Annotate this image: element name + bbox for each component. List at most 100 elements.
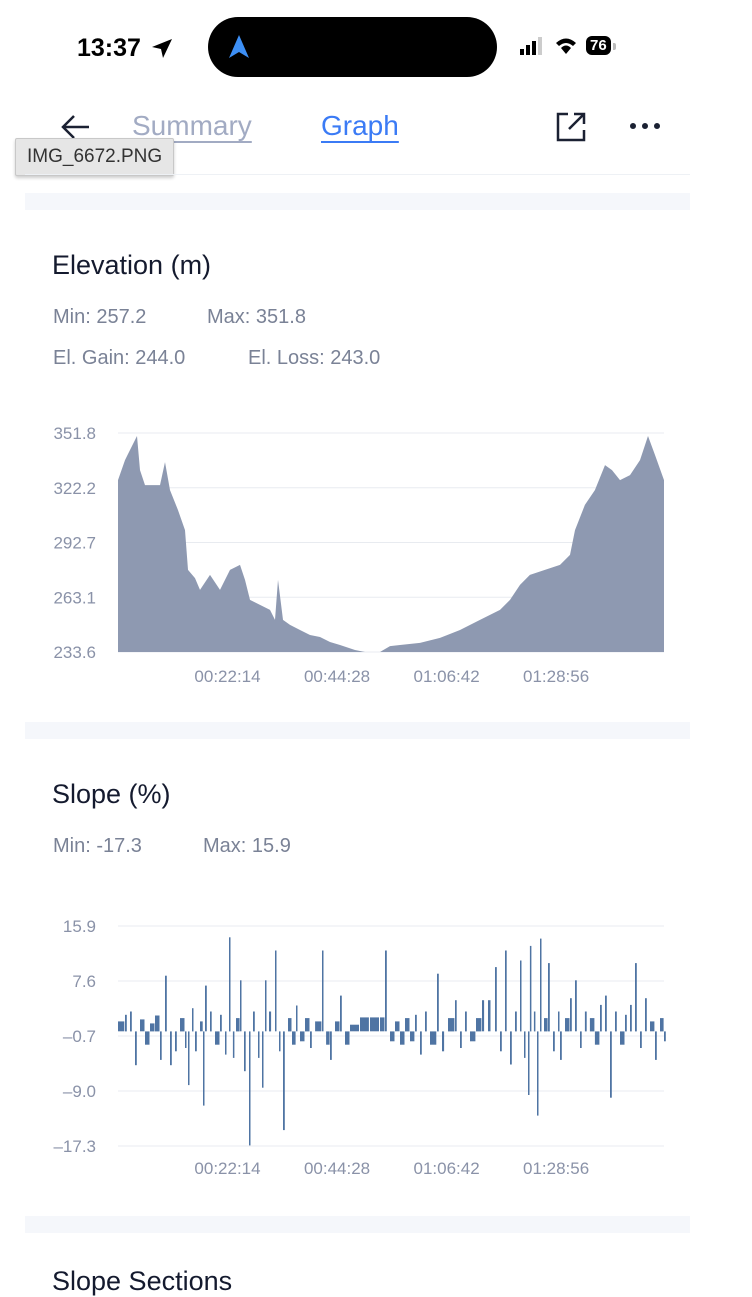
slope-bar — [515, 1011, 517, 1032]
slope-bar — [340, 995, 342, 1032]
wifi-icon — [556, 38, 576, 54]
slope-bar — [232, 1031, 235, 1058]
y-tick-label: –17.3 — [53, 1137, 96, 1156]
slope-bar — [540, 938, 542, 1032]
tab-summary[interactable]: Summary — [132, 110, 252, 141]
slope-bar — [630, 1004, 632, 1032]
slope-bar — [529, 945, 532, 1032]
slope-bar — [236, 1018, 240, 1032]
slope-bar — [528, 1031, 530, 1095]
slope-bar — [415, 1014, 417, 1032]
status-icons: 76 — [520, 36, 616, 55]
slope-bar — [210, 1011, 212, 1032]
location-arrow-icon — [152, 39, 172, 58]
section-divider — [25, 722, 690, 739]
y-tick-label: 322.2 — [53, 479, 96, 498]
slope-bar — [330, 1031, 332, 1060]
tab-graph[interactable]: Graph — [321, 110, 399, 141]
x-tick-label: 00:44:28 — [304, 667, 370, 686]
slope-bar — [215, 1031, 220, 1045]
slope-bar — [300, 1031, 305, 1042]
slope-bar — [220, 1014, 222, 1032]
elevation-gain: El. Gain: 244.0 — [53, 347, 186, 369]
slope-bar — [180, 1018, 185, 1032]
slope-bar — [482, 1000, 485, 1032]
slope-bar — [269, 1011, 272, 1032]
slope-bar — [605, 995, 607, 1032]
slope-bar — [635, 963, 637, 1032]
slope-bar — [258, 1031, 260, 1058]
slope-bar — [400, 1031, 405, 1045]
slope-bar — [495, 967, 497, 1032]
slope-bar — [664, 1031, 666, 1042]
slope-sections-title: Slope Sections — [52, 1266, 233, 1296]
slope-bar — [292, 1031, 296, 1045]
slope-bar — [575, 980, 577, 1032]
slope-bar — [625, 1014, 627, 1032]
slope-bar — [589, 1018, 595, 1032]
slope-bar — [500, 1031, 502, 1052]
slope-bar — [470, 1031, 476, 1042]
slope-bar — [150, 1023, 155, 1032]
slope-bar — [155, 1015, 160, 1032]
slope-bar — [145, 1031, 150, 1045]
y-tick-label: 15.9 — [63, 917, 96, 936]
elevation-loss: El. Loss: 243.0 — [248, 347, 381, 369]
slope-bar — [455, 1000, 457, 1032]
slope-bar — [283, 1031, 285, 1131]
slope-bar — [118, 1021, 125, 1032]
slope-bar — [185, 1031, 187, 1048]
slope-bar — [195, 1031, 197, 1052]
y-tick-label: 263.1 — [53, 588, 96, 607]
x-tick-label: 01:28:56 — [523, 1159, 589, 1178]
slope-min: Min: -17.3 — [53, 835, 142, 857]
slope-bar — [505, 950, 507, 1032]
slope-bar — [345, 1031, 350, 1045]
share-icon[interactable] — [555, 111, 587, 143]
slope-bar — [165, 975, 167, 1032]
more-options-icon[interactable] — [628, 120, 662, 132]
elevation-max: Max: 351.8 — [207, 306, 306, 328]
slope-bar — [645, 998, 647, 1032]
slope-bar — [533, 1011, 536, 1032]
slope-bar — [288, 1018, 292, 1032]
dynamic-island — [208, 17, 497, 77]
slope-bar — [570, 998, 572, 1032]
slope-bar — [390, 1031, 395, 1042]
slope-bar — [296, 1005, 298, 1032]
slope-bar — [650, 1021, 655, 1032]
slope-bar — [253, 1011, 255, 1032]
back-arrow-icon[interactable] — [60, 113, 92, 141]
slope-bar — [620, 1031, 625, 1045]
slope-bar — [430, 1031, 437, 1045]
slope-bar — [140, 1019, 145, 1032]
x-tick-label: 01:06:42 — [413, 1159, 479, 1178]
status-time: 13:37 — [77, 34, 141, 62]
x-tick-label: 01:28:56 — [523, 667, 589, 686]
elevation-area — [118, 436, 664, 652]
elevation-chart[interactable]: 351.8 322.2 292.7 263.1 233.6 00:22:14 00:44:2… — [0, 400, 752, 700]
slope-bar — [279, 1031, 281, 1052]
slope-bar — [524, 1031, 526, 1058]
slope-bar — [655, 1031, 657, 1060]
x-tick-label: 00:44:28 — [304, 1159, 370, 1178]
slope-chart[interactable]: 15.9 7.6 –0.7 –9.0 –17.3 00:22:14 00:44:28 01:0… — [0, 900, 752, 1190]
slope-bar — [410, 1031, 415, 1042]
slope-bar — [170, 1031, 172, 1066]
slope-bar — [205, 985, 207, 1032]
slope-bar — [360, 1017, 369, 1032]
x-tick-label: 00:22:14 — [194, 1159, 260, 1178]
slope-bar — [584, 1011, 587, 1032]
y-tick-label: 7.6 — [72, 972, 96, 991]
slope-bar — [660, 1018, 664, 1032]
slope-bar — [335, 1021, 340, 1032]
slope-bar — [553, 1031, 555, 1052]
slope-bar — [544, 1018, 548, 1032]
slope-bar — [420, 1031, 422, 1055]
slope-bar — [405, 1018, 410, 1032]
slope-bar — [615, 1011, 617, 1032]
y-tick-label: –0.7 — [63, 1027, 96, 1046]
slope-bar — [442, 1031, 445, 1052]
slope-bar — [560, 1031, 562, 1060]
header-divider — [25, 174, 690, 175]
